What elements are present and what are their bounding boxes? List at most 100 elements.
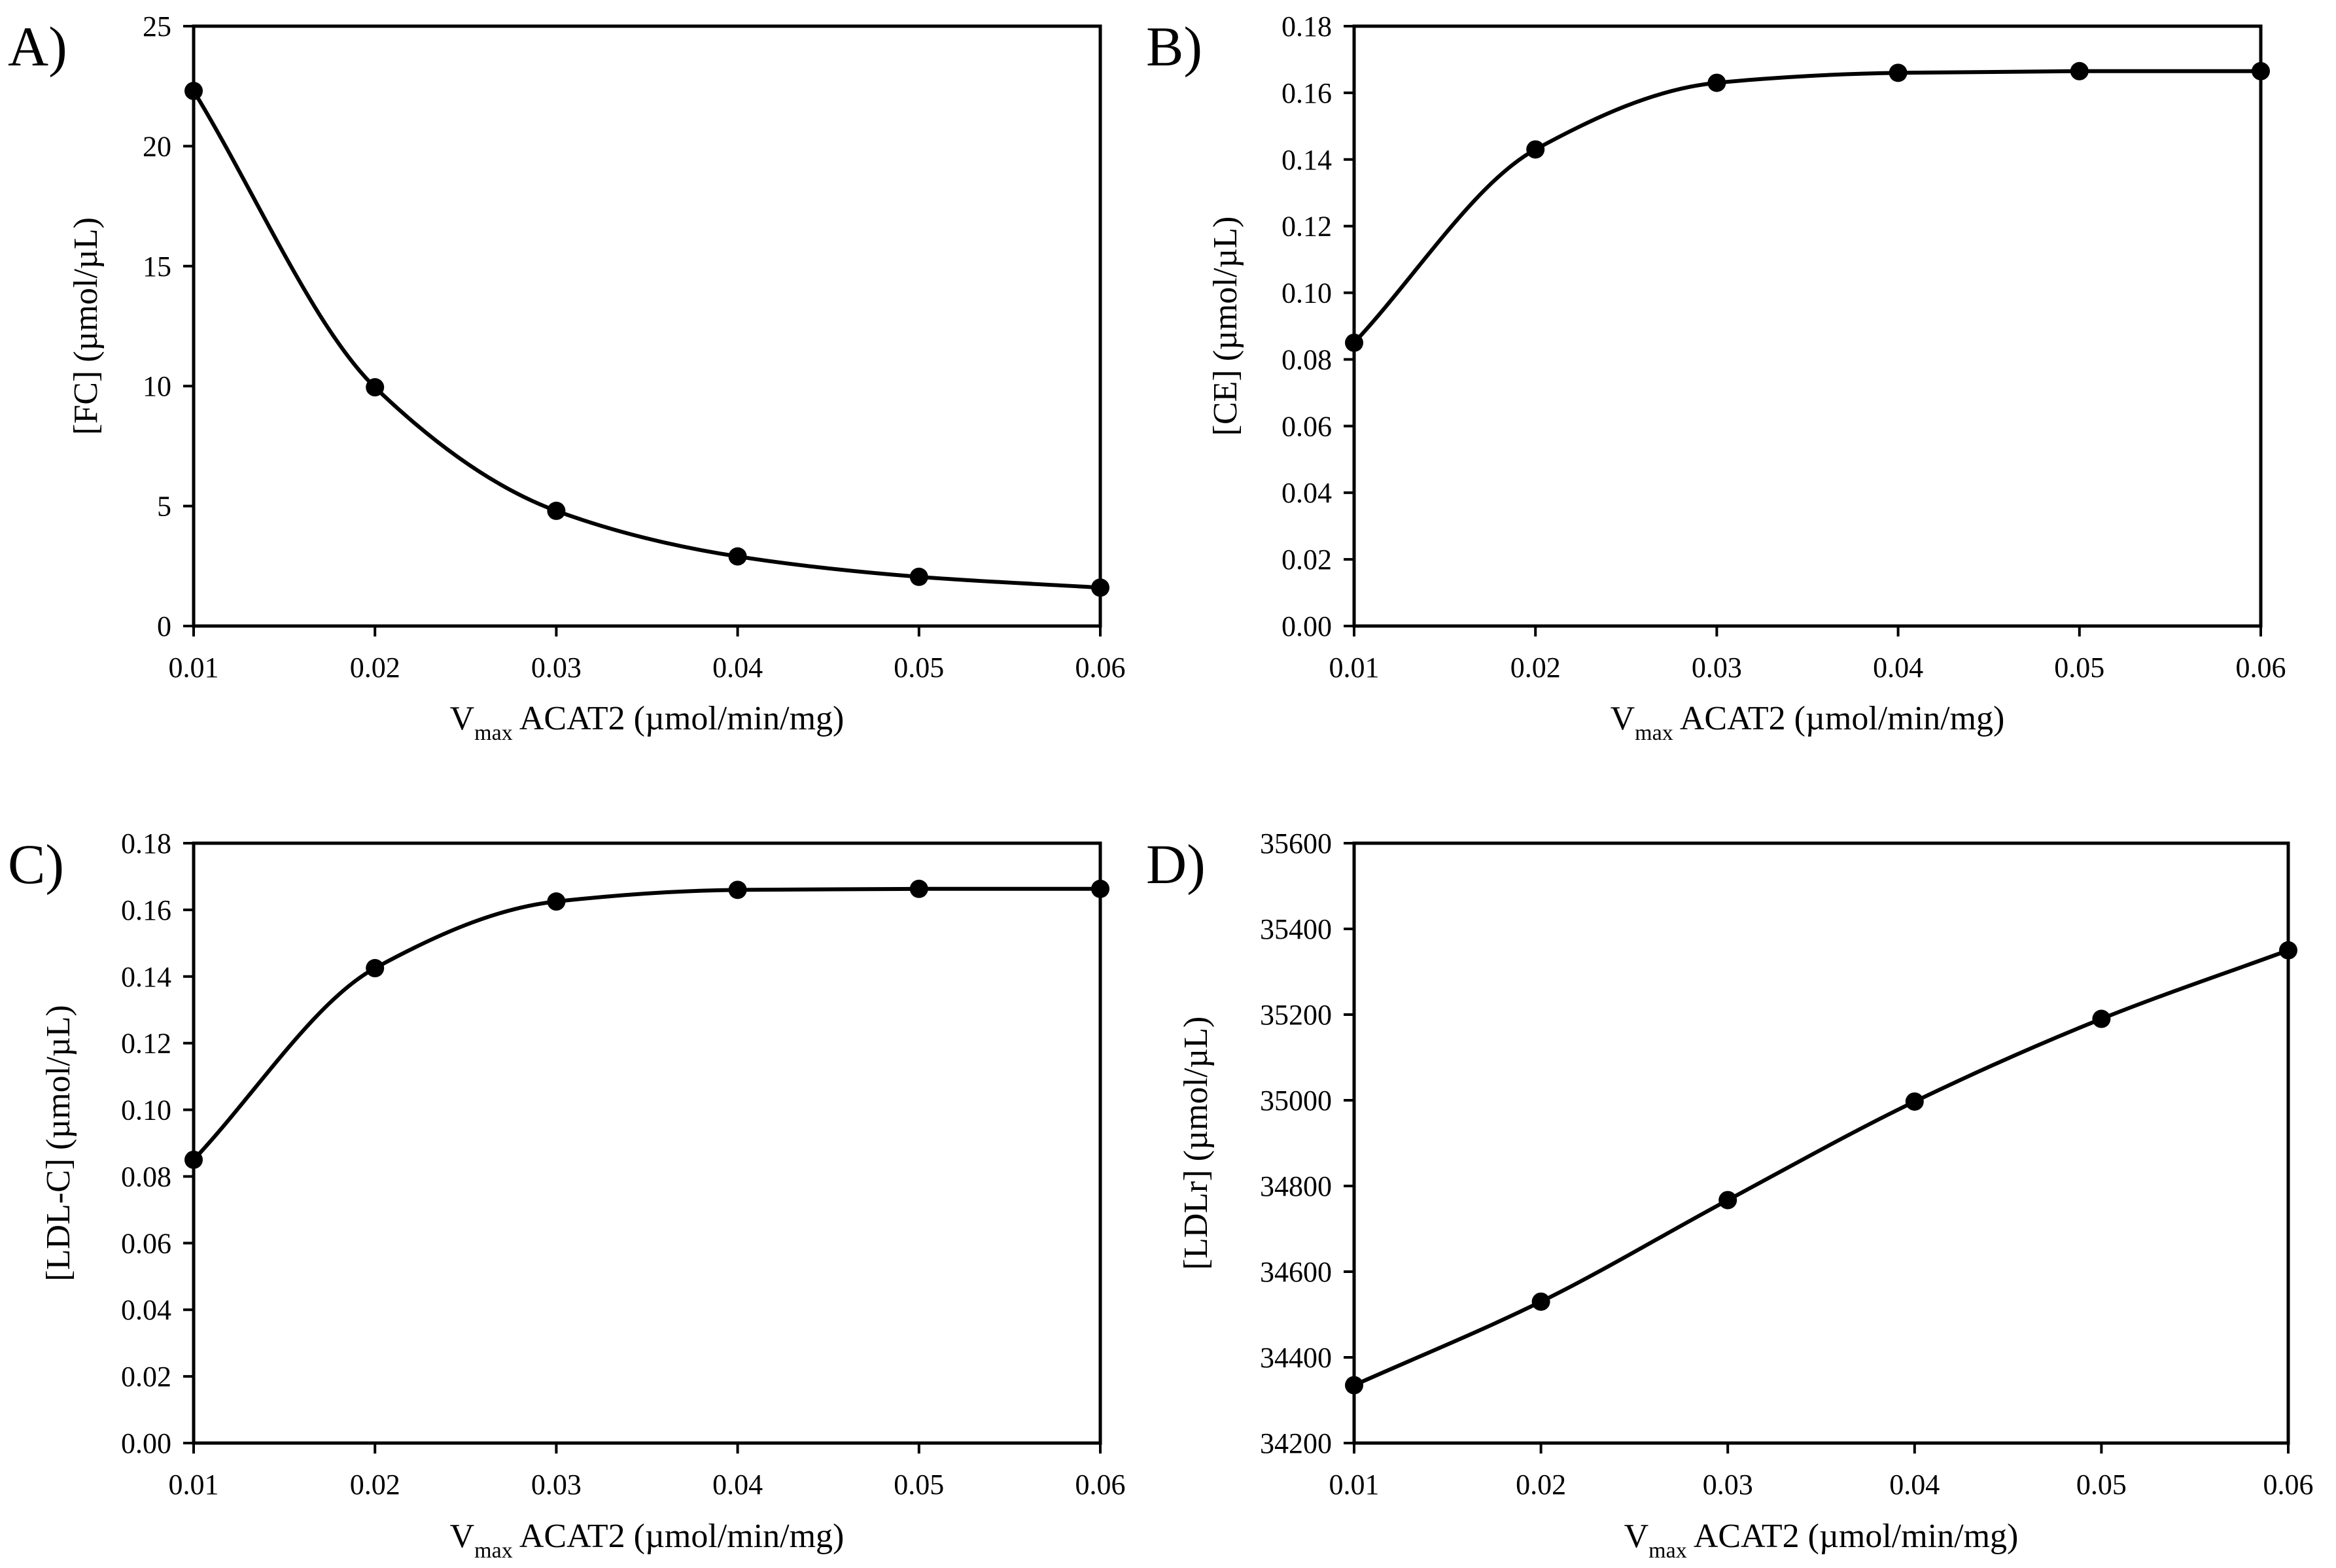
- y-axis-title: [CE] (µmol/µL): [1207, 217, 1244, 436]
- data-point: [2070, 61, 2089, 80]
- data-point: [2279, 941, 2297, 960]
- x-axis-title-subscript: max: [474, 721, 513, 745]
- x-axis-title-main: V: [1611, 700, 1635, 737]
- y-axis-title: [LDL-C] (µmol/µL): [40, 1005, 77, 1281]
- x-tick-label: 0.02: [1516, 1469, 1566, 1501]
- x-tick-label: 0.05: [2076, 1469, 2127, 1501]
- x-tick-label: 0.01: [169, 652, 219, 684]
- data-point: [1526, 140, 1545, 159]
- x-tick-label: 0.02: [1510, 652, 1561, 684]
- data-point: [1905, 1092, 1924, 1111]
- data-point: [2092, 1009, 2111, 1028]
- x-tick-label: 0.01: [1329, 652, 1380, 684]
- x-tick-label: 0.06: [1075, 652, 1126, 684]
- data-point: [728, 547, 747, 566]
- data-point: [1531, 1292, 1550, 1311]
- y-tick-label: 34600: [1260, 1256, 1332, 1288]
- series-line: [192, 886, 1100, 1162]
- panel-label: D): [1146, 833, 1206, 896]
- y-tick-label: 0.14: [1281, 144, 1332, 176]
- data-point: [2252, 61, 2270, 80]
- y-tick-label: 35600: [1260, 828, 1332, 860]
- y-tick-label: 0.08: [121, 1160, 171, 1193]
- data-point: [366, 378, 385, 397]
- data-point: [1889, 63, 1908, 82]
- y-tick-label: 0.10: [121, 1094, 171, 1126]
- data-point: [547, 501, 566, 520]
- x-axis-title: Vmax ACAT2 (µmol/min/mg): [450, 1518, 845, 1563]
- y-axis-title: [FC] (µmol/µL): [67, 217, 105, 435]
- x-axis-title-rest: ACAT2 (µmol/min/mg): [1687, 1518, 2019, 1555]
- data-point: [1345, 333, 1363, 352]
- y-tick-label: 0.08: [1281, 343, 1332, 375]
- x-axis-title-main: V: [450, 700, 475, 737]
- x-axis-title: Vmax ACAT2 (µmol/min/mg): [1624, 1518, 2019, 1563]
- x-tick-label: 0.02: [350, 652, 400, 684]
- x-tick-label: 0.03: [1692, 652, 1742, 684]
- y-tick-label: 34800: [1260, 1170, 1332, 1202]
- series-line: [1352, 69, 2261, 345]
- x-axis-title-subscript: max: [1648, 1539, 1687, 1563]
- y-tick-label: 34400: [1260, 1342, 1332, 1374]
- y-tick-label: 0.04: [121, 1294, 171, 1326]
- y-tick-label: 10: [143, 370, 171, 402]
- data-point: [728, 880, 747, 899]
- x-axis-title-main: V: [450, 1518, 475, 1555]
- y-tick-label: 0.02: [121, 1361, 171, 1393]
- x-axis-title-rest: ACAT2 (µmol/min/mg): [513, 700, 845, 737]
- y-tick-label: 0.06: [1281, 410, 1332, 442]
- x-tick-label: 0.05: [894, 1469, 944, 1501]
- x-tick-label: 0.06: [2236, 652, 2286, 684]
- x-axis-title: Vmax ACAT2 (µmol/min/mg): [1611, 700, 2005, 745]
- data-point: [184, 1150, 203, 1169]
- y-tick-label: 35200: [1260, 999, 1332, 1031]
- y-tick-label: 0.12: [1281, 211, 1332, 243]
- y-tick-label: 25: [143, 10, 171, 43]
- x-tick-label: 0.06: [1075, 1469, 1126, 1501]
- chart-panel-d: D) 34200 34400 34600 34800 35000 35200 35400 356…: [1146, 828, 2314, 1563]
- data-point: [547, 892, 566, 911]
- x-axis-title: Vmax ACAT2 (µmol/min/mg): [450, 700, 845, 745]
- y-tick-label: 0.14: [121, 961, 171, 993]
- y-tick-label: 35400: [1260, 913, 1332, 945]
- y-tick-label: 5: [157, 491, 171, 523]
- y-tick-label: 0.18: [121, 828, 171, 860]
- panel-label: A): [8, 15, 67, 78]
- chart-panel-c: C) 0.00 0.02 0.04 0.06 0.08 0.10 0.12 0.14 0.16 0.…: [8, 828, 1126, 1563]
- panel-label: B): [1146, 15, 1202, 78]
- data-point: [1091, 578, 1109, 597]
- data-point: [1345, 1376, 1363, 1395]
- plot-frame: [1352, 841, 2290, 1445]
- x-axis-title-subscript: max: [474, 1539, 513, 1563]
- x-tick-label: 0.05: [2054, 652, 2104, 684]
- x-axis-title-rest: ACAT2 (µmol/min/mg): [1673, 700, 2005, 737]
- x-tick-label: 0.04: [1889, 1469, 1940, 1501]
- y-tick-label: 35000: [1260, 1085, 1332, 1117]
- y-tick-label: 34200: [1260, 1427, 1332, 1459]
- chart-panel-a: A) 0 5 10 15 20 25 0.01 0.02 0.03 0.04 0.05 0.06 Vmax…: [8, 10, 1126, 745]
- series-line: [1353, 948, 2290, 1387]
- y-tick-label: 0.16: [1281, 77, 1332, 109]
- panel-label: C): [8, 833, 64, 896]
- x-axis-title-rest: ACAT2 (µmol/min/mg): [513, 1518, 845, 1555]
- x-tick-label: 0.03: [531, 1469, 582, 1501]
- y-tick-label: 15: [143, 251, 171, 283]
- x-tick-label: 0.02: [350, 1469, 400, 1501]
- plot-frame: [192, 841, 1102, 1445]
- x-tick-label: 0.04: [712, 652, 763, 684]
- series-line: [192, 90, 1101, 590]
- data-point: [184, 82, 203, 101]
- x-tick-label: 0.01: [1329, 1469, 1380, 1501]
- x-tick-label: 0.01: [169, 1469, 219, 1501]
- y-tick-label: 0.16: [121, 894, 171, 926]
- data-point: [909, 567, 928, 586]
- chart-panel-b: B) 0.00 0.02 0.04 0.06 0.08 0.10 0.12 0.14 0.16 0.…: [1146, 10, 2286, 745]
- data-point: [1718, 1191, 1737, 1210]
- y-tick-label: 0.00: [1281, 610, 1332, 642]
- y-tick-label: 0.00: [121, 1427, 171, 1459]
- y-tick-label: 0.02: [1281, 544, 1332, 576]
- x-axis-title-main: V: [1624, 1518, 1649, 1555]
- y-axis-title: [LDLr] (µmol/µL): [1177, 1017, 1215, 1270]
- data-point: [1091, 879, 1109, 898]
